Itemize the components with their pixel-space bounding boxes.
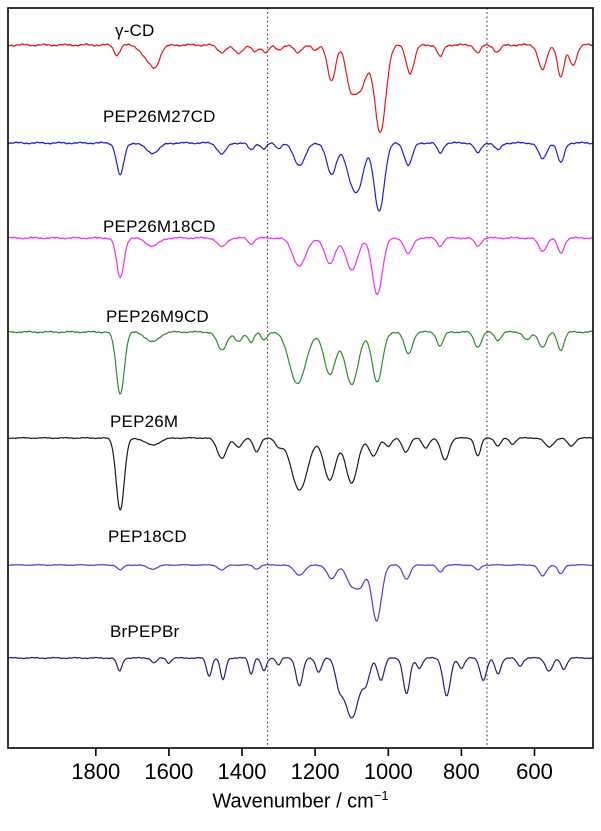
- plot-frame: [7, 7, 594, 749]
- x-tick-label: 600: [516, 759, 553, 784]
- x-tick-label: 1600: [144, 759, 193, 784]
- x-tick-label: 1200: [291, 759, 340, 784]
- x-axis-title: Wavenumber / cm−1: [0, 788, 601, 814]
- spectrum-trace-4: [7, 436, 594, 511]
- spectrum-trace-2: [7, 236, 594, 296]
- x-tick-label: 1000: [364, 759, 413, 784]
- spectrum-trace-0: [7, 43, 594, 134]
- spectrum-trace-5: [7, 563, 594, 622]
- x-tick-label: 800: [443, 759, 480, 784]
- x-axis-title-exponent: −1: [373, 788, 389, 803]
- x-tick-label: 1800: [71, 759, 120, 784]
- spectrum-trace-1: [7, 141, 594, 212]
- x-axis-title-text: Wavenumber / cm: [212, 790, 374, 813]
- spectrum-trace-6: [7, 656, 594, 719]
- spectrum-trace-3: [7, 330, 594, 395]
- x-tick-label: 1400: [218, 759, 267, 784]
